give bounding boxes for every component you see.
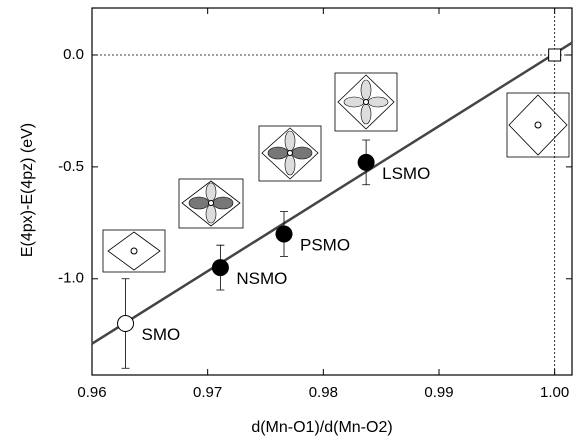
point: [549, 49, 561, 61]
inset-lsmo: [335, 73, 397, 131]
y-tick-label: -0.5: [58, 158, 84, 175]
y-tick-label: -1.0: [58, 270, 84, 287]
point-label: SMO: [142, 325, 181, 344]
x-tick-label: 0.97: [193, 384, 222, 401]
point: [358, 154, 374, 170]
y-axis-label: E(4px)-E(4pz) (eV): [19, 123, 36, 257]
inset-psmo: [259, 126, 321, 181]
inset-reference: [507, 93, 569, 157]
point-label: LSMO: [382, 164, 430, 183]
chart: d(Mn-O1)/d(Mn-O2) E(4px)-E(4pz) (eV): [0, 0, 577, 441]
point: [276, 226, 292, 242]
plot-frame: [92, 8, 572, 375]
x-tick-label: 0.96: [77, 384, 106, 401]
y-tick-label: 0.0: [63, 46, 84, 63]
x-tick-label: 0.99: [424, 384, 453, 401]
point: [212, 260, 228, 276]
x-tick-label: 1.00: [540, 384, 569, 401]
x-axis-label: d(Mn-O1)/d(Mn-O2): [251, 419, 392, 436]
inset-smo: [103, 230, 165, 272]
x-tick-label: 0.98: [309, 384, 338, 401]
point-label: NSMO: [236, 269, 287, 288]
point-label: PSMO: [300, 236, 350, 255]
point: [118, 316, 134, 332]
inset-nsmo: [179, 179, 243, 228]
fit-line: [92, 43, 572, 344]
